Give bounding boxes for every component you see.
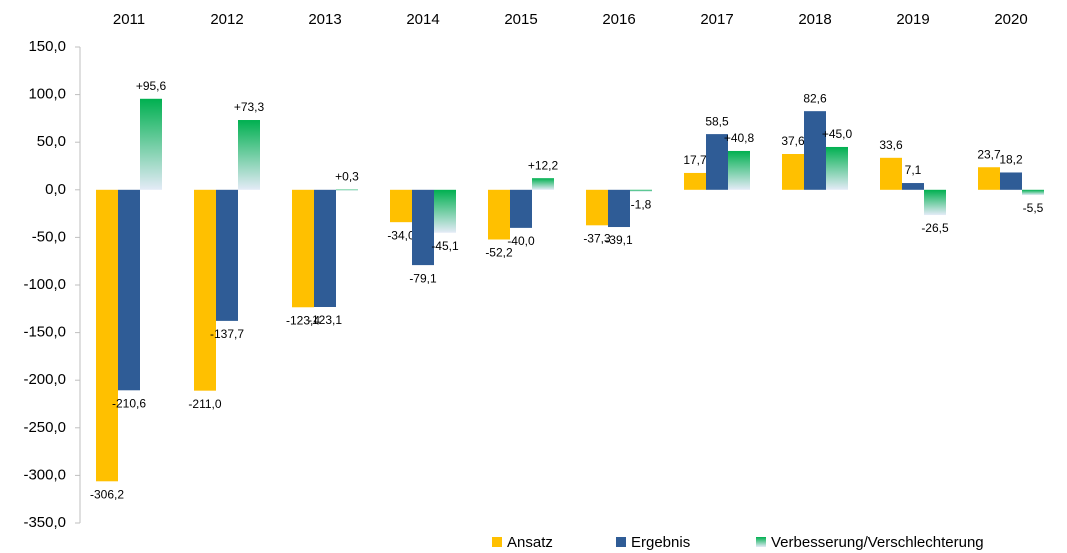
bar <box>706 134 728 190</box>
bar <box>1000 172 1022 190</box>
bar <box>216 189 238 321</box>
bar <box>978 167 1000 190</box>
bar <box>238 120 260 190</box>
bar <box>96 189 118 482</box>
data-label: -40,0 <box>507 234 535 248</box>
data-label: +40,8 <box>724 131 755 145</box>
data-label: -52,2 <box>485 246 513 260</box>
x-tick-label: 2020 <box>994 11 1027 28</box>
y-tick-label: -150,0 <box>23 324 66 341</box>
legend-marker <box>492 537 502 547</box>
bar <box>390 189 412 223</box>
bar <box>924 189 946 216</box>
y-tick-label: 150,0 <box>28 38 66 55</box>
data-label: 58,5 <box>705 114 729 128</box>
bar <box>336 189 358 191</box>
data-label: 37,6 <box>781 134 805 148</box>
x-tick-label: 2012 <box>210 11 243 28</box>
data-label: -5,5 <box>1023 201 1044 215</box>
data-label: -26,5 <box>921 221 949 235</box>
bar <box>880 157 902 190</box>
bar <box>728 150 750 190</box>
bar <box>412 189 434 266</box>
y-tick-label: -200,0 <box>23 371 66 388</box>
x-tick-label: 2013 <box>308 11 341 28</box>
y-tick-label: -50,0 <box>32 228 66 245</box>
data-label: -45,1 <box>431 239 459 253</box>
data-label: -123,4 <box>286 313 320 327</box>
data-label: +0,3 <box>335 170 359 184</box>
x-tick-label: 2011 <box>113 11 145 28</box>
legend-label: Ansatz <box>507 534 553 551</box>
data-label: 17,7 <box>683 153 707 167</box>
y-tick-label: 50,0 <box>37 133 66 150</box>
bar <box>434 189 456 233</box>
legend-marker <box>756 537 766 547</box>
x-tick-label: 2019 <box>896 11 929 28</box>
y-tick-label: 100,0 <box>28 86 66 103</box>
data-label: -211,0 <box>188 397 221 411</box>
y-tick-label: -350,0 <box>23 514 66 531</box>
data-label: -137,7 <box>210 327 244 341</box>
bar <box>510 189 532 228</box>
data-label: -1,8 <box>631 198 652 212</box>
bar <box>586 189 608 226</box>
x-tick-label: 2015 <box>504 11 537 28</box>
y-tick-label: -250,0 <box>23 419 66 436</box>
bar <box>1022 189 1044 196</box>
data-label: -123,1 <box>308 313 342 327</box>
data-label: 33,6 <box>879 138 903 152</box>
y-tick-label: 0,0 <box>45 181 66 198</box>
legend-label: Verbesserung/Verschlechterung <box>771 534 984 551</box>
bar <box>608 189 630 228</box>
y-tick-label: -300,0 <box>23 466 66 483</box>
x-tick-label: 2016 <box>602 11 635 28</box>
y-tick-label: -100,0 <box>23 276 66 293</box>
data-label: -306,2 <box>90 487 124 501</box>
bar <box>140 98 162 190</box>
data-label: +73,3 <box>234 100 265 114</box>
data-label: -34,0 <box>387 228 415 242</box>
data-label: +95,6 <box>136 79 167 93</box>
data-label: -37,3 <box>583 231 611 245</box>
bar <box>826 146 848 190</box>
legend-marker <box>616 537 626 547</box>
bar <box>902 183 924 190</box>
data-label: 7,1 <box>905 163 922 177</box>
data-label: +12,2 <box>528 158 559 172</box>
data-label: -79,1 <box>409 271 437 285</box>
data-label: -210,6 <box>112 396 146 410</box>
data-label: 18,2 <box>999 153 1023 167</box>
bar <box>684 172 706 190</box>
bar <box>804 111 826 190</box>
x-tick-label: 2014 <box>406 11 439 28</box>
data-label: +45,0 <box>822 127 853 141</box>
bar <box>292 189 314 308</box>
bar <box>488 189 510 240</box>
bar <box>118 189 140 391</box>
legend-label: Ergebnis <box>631 534 690 551</box>
data-label: 23,7 <box>977 147 1001 161</box>
data-label: -39,1 <box>605 233 633 247</box>
x-tick-label: 2018 <box>798 11 831 28</box>
data-label: 82,6 <box>803 91 827 105</box>
x-tick-label: 2017 <box>700 11 733 28</box>
bar <box>314 189 336 307</box>
bar <box>194 189 216 391</box>
bar <box>630 189 652 192</box>
bar <box>782 154 804 190</box>
bar <box>532 178 554 190</box>
